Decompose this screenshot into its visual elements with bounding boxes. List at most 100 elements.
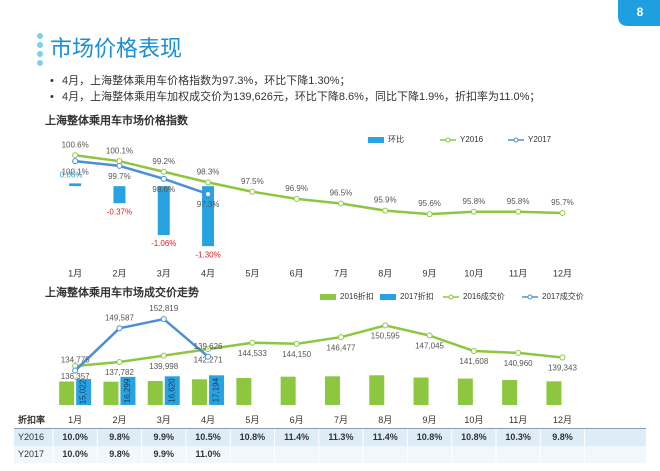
line-marker [249, 188, 256, 195]
line-marker [160, 175, 167, 182]
line-marker [205, 191, 212, 198]
data-label: 149,587 [105, 313, 134, 322]
dot [37, 60, 43, 66]
bar [147, 380, 163, 405]
data-label: 95.8% [463, 197, 486, 206]
table-cell: 11.4% [284, 432, 309, 442]
slide-title: 市场价格表现 [50, 36, 182, 61]
table-header-cell: 5月 [245, 415, 259, 425]
dot [37, 42, 43, 48]
table-cell: 9.8% [552, 432, 573, 442]
line-marker [205, 346, 212, 353]
line-marker [205, 179, 212, 186]
data-label: 139,998 [149, 362, 178, 371]
data-label: 95.6% [418, 199, 441, 208]
bar [76, 379, 92, 405]
x-tick-label: 10月 [464, 268, 483, 278]
bar [369, 375, 385, 405]
line [75, 324, 563, 368]
data-label: 95.7% [551, 198, 574, 207]
bar [192, 379, 208, 405]
x-tick-label: 12月 [553, 268, 572, 278]
bar-label: 15,022 [79, 379, 88, 404]
x-tick-label: 8月 [378, 268, 392, 278]
x-tick-label: 11月 [509, 268, 527, 278]
dot [37, 51, 43, 57]
data-label: 134,775 [61, 356, 90, 365]
legend-label: 2016折扣 [340, 291, 374, 301]
data-label: 100.6% [62, 140, 89, 149]
data-label: 144,533 [238, 349, 267, 358]
bar-label: 16,620 [167, 378, 176, 403]
bar [103, 381, 119, 405]
line-marker [382, 322, 389, 329]
bar [164, 376, 180, 405]
data-label: 100.1% [106, 146, 133, 155]
bar [120, 376, 136, 405]
line-marker [72, 367, 79, 374]
chart-title: 上海整体乘用车市场价格指数 [45, 113, 189, 127]
table-cell: 10.8% [417, 432, 443, 442]
table-header-cell: 9月 [423, 415, 437, 425]
bar [546, 381, 562, 405]
legend-marker [445, 137, 451, 143]
line [74, 154, 563, 216]
table-cell: 9.9% [153, 432, 174, 442]
legend-label: 2017折扣 [400, 291, 434, 301]
legend-marker [527, 294, 533, 300]
bar [202, 186, 215, 247]
table-cell: 9.8% [109, 449, 130, 459]
table-row-label: Y2017 [18, 449, 44, 459]
bar [457, 378, 473, 405]
legend-swatch [368, 137, 384, 143]
table-cell: 11.3% [328, 432, 353, 442]
line [74, 317, 209, 372]
legend-label: Y2017 [528, 135, 552, 144]
data-label: 136,357 [61, 372, 90, 381]
line-marker [426, 211, 433, 218]
table-header-cell: 10月 [464, 415, 483, 425]
data-label: 141,608 [459, 357, 488, 366]
line-marker [515, 208, 522, 215]
table-cell: 10.8% [240, 432, 266, 442]
line [75, 159, 209, 196]
line-marker [160, 168, 167, 175]
bullet: 4月，上海整体乘用车价格指数为97.3%，环比下降1.30%； [62, 73, 351, 87]
line-marker [72, 158, 79, 165]
line-marker [205, 353, 212, 360]
table-header-cell: 4月 [201, 415, 215, 425]
data-label: 97.5% [241, 177, 264, 186]
data-label: 150,595 [371, 332, 400, 341]
line-marker [116, 162, 123, 169]
line-marker [470, 348, 477, 355]
line-marker [116, 358, 123, 365]
data-label: 96.9% [285, 184, 308, 193]
line-marker [515, 349, 522, 356]
legend-label: 环比 [388, 134, 404, 144]
title-dots [37, 33, 43, 66]
table-header-cell: 6月 [290, 415, 304, 425]
table-header-cell: 8月 [378, 415, 392, 425]
table-cell: 10.5% [195, 432, 221, 442]
table-header-label: 折扣率 [18, 414, 45, 425]
legend-label: 2017成交价 [542, 291, 584, 301]
bar [157, 186, 170, 236]
bar-label: 0.06% [60, 170, 83, 179]
table-cell: 10.3% [505, 432, 531, 442]
data-label: 147,045 [415, 342, 444, 351]
bar [113, 186, 126, 204]
data-label: 98.6% [152, 185, 175, 194]
x-tick-label: 2月 [112, 268, 126, 278]
bullet-dot: • [50, 75, 54, 87]
x-tick-label: 3月 [157, 268, 171, 278]
page-number: 8 [637, 5, 644, 19]
bar-label: -1.06% [151, 239, 176, 248]
bar-label: 17,194 [212, 377, 221, 402]
x-tick-label: 9月 [423, 268, 437, 278]
data-label: 146,477 [326, 343, 355, 352]
chart-title: 上海整体乘用车市场成交价走势 [45, 285, 199, 299]
legend-marker [513, 137, 519, 143]
line-marker [160, 352, 167, 359]
data-label: 142,271 [194, 355, 223, 364]
